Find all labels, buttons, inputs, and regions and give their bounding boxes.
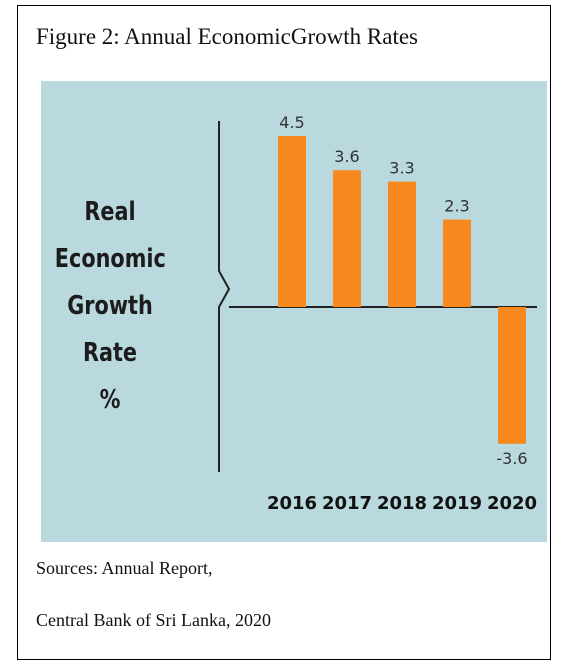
y-axis-label-line: % (99, 385, 121, 415)
figure-caption: Figure 2: Annual EconomicGrowth Rates (36, 24, 418, 49)
y-axis-label-line: Real (84, 197, 136, 227)
bar-2017 (333, 170, 361, 307)
value-label-2020: -3.6 (496, 449, 527, 468)
bar-2020 (498, 307, 526, 444)
source-line-1: Sources: Annual Report, (36, 558, 213, 578)
category-label-2018: 2018 (377, 493, 427, 514)
category-label-2017: 2017 (322, 493, 372, 514)
bar-2018 (388, 181, 416, 307)
value-label-2017: 3.6 (334, 147, 359, 166)
y-axis-label-line: Growth (67, 291, 153, 321)
source-line-2: Central Bank of Sri Lanka, 2020 (36, 610, 271, 630)
category-label-2020: 2020 (487, 493, 537, 514)
value-label-2019: 2.3 (444, 197, 469, 216)
chart-panel: Real Economic Growth Rate % 4.5 2016 3.6 20… (41, 81, 547, 542)
bar-chart: 4.5 2016 3.6 2017 3.3 2018 2.3 2019 -3.6 2020 (218, 113, 537, 514)
category-label-2016: 2016 (267, 493, 317, 514)
y-axis-label-line: Rate (82, 338, 138, 368)
y-axis-label: Real Economic Growth Rate % (54, 189, 166, 424)
y-axis-label-line: Economic (54, 244, 166, 274)
bar-2019 (443, 219, 471, 307)
bar-2016 (278, 136, 306, 307)
value-label-2016: 4.5 (279, 113, 304, 132)
category-label-2019: 2019 (432, 493, 482, 514)
value-label-2018: 3.3 (389, 159, 414, 178)
y-axis-brace (218, 121, 231, 472)
figure-frame: Figure 2: Annual EconomicGrowth Rates Re… (17, 5, 551, 660)
